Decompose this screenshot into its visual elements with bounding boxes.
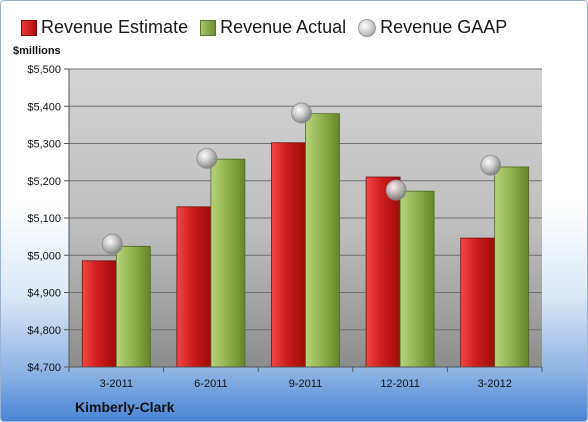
estimate-swatch-icon <box>21 19 37 36</box>
x-tick-label: 3-2011 <box>100 378 133 390</box>
bar-revenue-actual <box>210 158 246 368</box>
y-tick-label: $5,400 <box>27 101 61 113</box>
y-tick-label: $4,700 <box>27 362 61 374</box>
company-name: Kimberly-Clark <box>75 399 175 415</box>
y-tick-label: $4,900 <box>27 288 61 300</box>
y-tick-label: $5,200 <box>27 176 61 188</box>
y-tick-label: $4,800 <box>27 325 61 337</box>
bar-revenue-actual <box>494 166 530 368</box>
bar-revenue-estimate <box>176 206 212 368</box>
y-tick-label: $5,300 <box>27 139 61 151</box>
bar-revenue-actual <box>305 113 340 368</box>
point-revenue-gaap <box>480 154 502 176</box>
legend-label-actual: Revenue Actual <box>220 17 347 37</box>
y-tick-label: $5,500 <box>27 64 61 76</box>
legend-item-actual: Revenue Actual <box>200 17 346 38</box>
chart-legend: Revenue Estimate Revenue Actual Revenue … <box>21 17 519 38</box>
bar-revenue-estimate <box>460 237 496 368</box>
gaap-marker-icon <box>358 18 377 37</box>
bar-revenue-estimate <box>365 176 401 368</box>
legend-label-estimate: Revenue Estimate <box>41 17 189 37</box>
bar-revenue-estimate <box>81 260 117 368</box>
bar-revenue-estimate <box>271 142 306 368</box>
legend-item-estimate: Revenue Estimate <box>21 17 188 38</box>
legend-label-gaap: Revenue GAAP <box>380 17 508 37</box>
x-tick-label: 3-2012 <box>478 378 512 390</box>
point-revenue-gaap <box>101 233 123 255</box>
point-revenue-gaap <box>385 179 407 201</box>
x-tick-label: 12-2011 <box>380 378 420 390</box>
x-tick-label: 6-2011 <box>194 378 227 390</box>
x-tick-label: 9-2011 <box>289 378 322 390</box>
bar-revenue-actual <box>115 245 151 368</box>
bar-revenue-actual <box>399 190 435 368</box>
y-axis-label: $millions <box>13 45 61 57</box>
legend-item-gaap: Revenue GAAP <box>358 17 507 38</box>
point-revenue-gaap <box>196 147 218 169</box>
y-tick-label: $5,100 <box>27 213 61 225</box>
y-tick-label: $5,000 <box>27 250 61 262</box>
point-revenue-gaap <box>291 102 312 124</box>
actual-swatch-icon <box>200 19 217 36</box>
